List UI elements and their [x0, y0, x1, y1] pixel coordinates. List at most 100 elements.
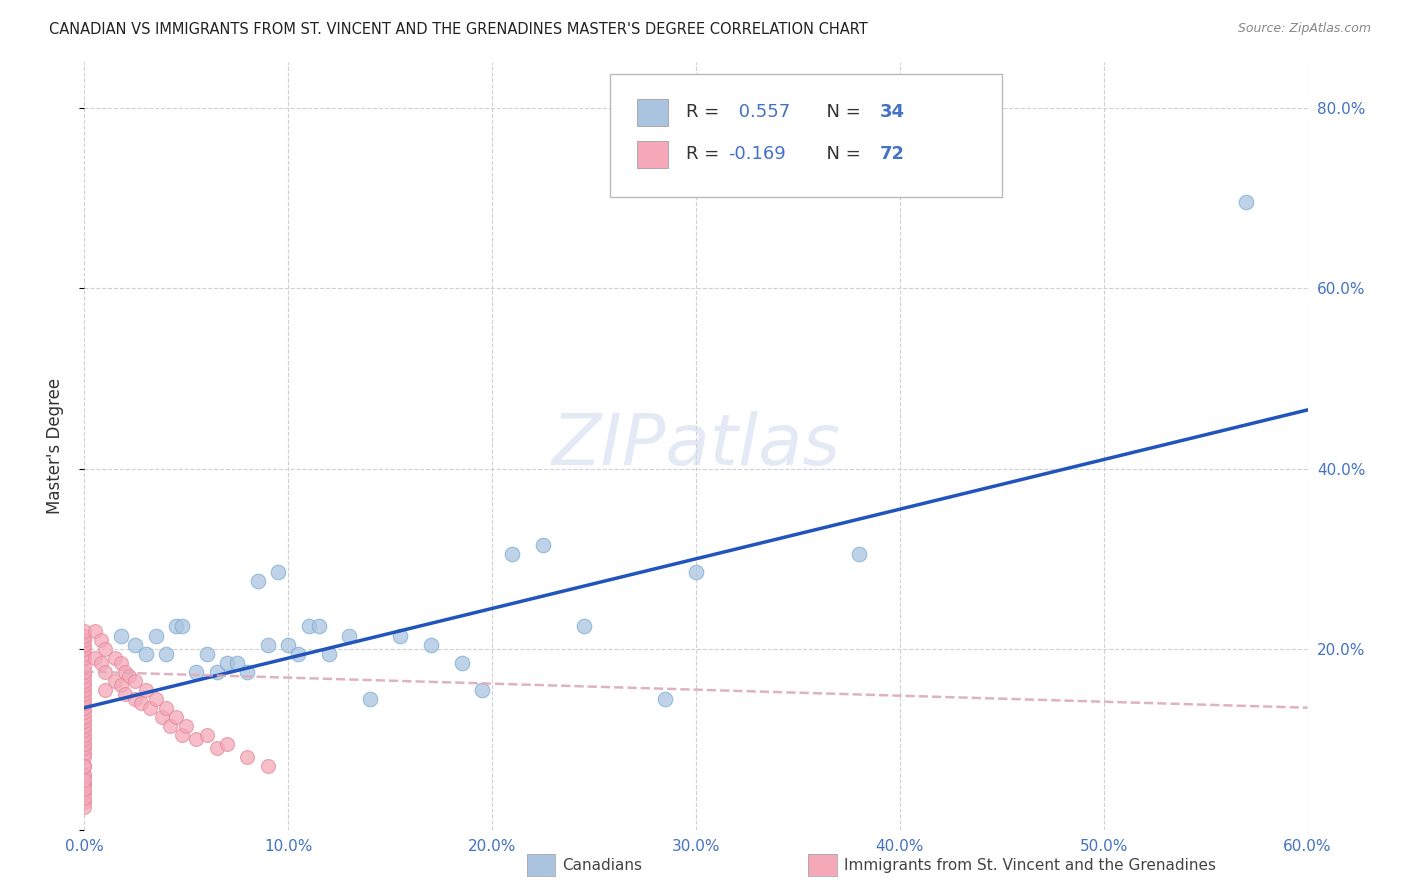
Point [73, 633, 96, 648]
Point [93, 642, 115, 657]
Point [104, 673, 127, 688]
Text: Immigrants from St. Vincent and the Grenadines: Immigrants from St. Vincent and the Gren… [844, 858, 1216, 872]
FancyBboxPatch shape [610, 74, 1002, 197]
Point [73, 642, 96, 657]
Point [90, 633, 112, 648]
Point [73, 647, 96, 661]
Point [73, 665, 96, 679]
Point [93, 682, 115, 697]
Point [73, 651, 96, 665]
Point [217, 656, 239, 670]
Text: N =: N = [814, 145, 866, 163]
Point [172, 619, 194, 633]
Point [73, 687, 96, 701]
Point [298, 619, 321, 633]
Point [145, 628, 167, 642]
Point [124, 691, 146, 706]
Point [73, 737, 96, 751]
Point [93, 665, 115, 679]
Point [685, 566, 707, 580]
Point [174, 719, 197, 733]
Bar [637, 141, 668, 168]
Point [73, 750, 96, 764]
Point [217, 737, 239, 751]
Point [73, 678, 96, 692]
Text: N =: N = [814, 103, 866, 121]
Point [73, 714, 96, 729]
Point [654, 691, 676, 706]
Point [572, 619, 595, 633]
Y-axis label: Master's Degree: Master's Degree [45, 378, 63, 514]
Point [155, 700, 177, 714]
Point [186, 665, 208, 679]
Point [73, 787, 96, 801]
Point [195, 647, 218, 661]
Point [236, 665, 259, 679]
Point [90, 656, 112, 670]
Point [226, 656, 249, 670]
Point [73, 696, 96, 710]
Point [83, 651, 105, 665]
Point [195, 728, 218, 742]
Point [73, 728, 96, 742]
Point [73, 746, 96, 760]
Point [236, 750, 259, 764]
Point [450, 656, 472, 670]
Point [502, 547, 524, 561]
Text: R =: R = [686, 103, 725, 121]
Point [73, 669, 96, 683]
Point [73, 624, 96, 638]
Point [420, 638, 443, 652]
Point [114, 665, 136, 679]
Point [73, 723, 96, 738]
Point [531, 538, 554, 552]
Point [114, 687, 136, 701]
Point [104, 651, 127, 665]
Point [277, 638, 299, 652]
Point [73, 796, 96, 810]
Point [73, 772, 96, 787]
Text: Source: ZipAtlas.com: Source: ZipAtlas.com [1237, 22, 1371, 36]
Text: Canadians: Canadians [562, 858, 643, 872]
Point [246, 574, 269, 589]
Point [73, 628, 96, 642]
Point [73, 700, 96, 714]
Point [205, 741, 228, 756]
Point [471, 682, 494, 697]
Text: CANADIAN VS IMMIGRANTS FROM ST. VINCENT AND THE GRENADINES MASTER'S DEGREE CORRE: CANADIAN VS IMMIGRANTS FROM ST. VINCENT … [49, 22, 868, 37]
Point [159, 719, 181, 733]
Point [257, 759, 280, 773]
Text: ZIPatlas: ZIPatlas [551, 411, 841, 481]
Point [73, 768, 96, 782]
Text: R =: R = [686, 145, 725, 163]
Text: 0.557: 0.557 [733, 103, 790, 121]
Point [205, 665, 228, 679]
Point [389, 628, 412, 642]
Point [73, 759, 96, 773]
Point [848, 547, 870, 561]
Text: 34: 34 [880, 103, 904, 121]
Point [287, 647, 309, 661]
Point [73, 781, 96, 796]
Point [73, 705, 96, 719]
Point [118, 669, 141, 683]
Point [124, 638, 146, 652]
Point [186, 732, 208, 747]
Point [165, 710, 187, 724]
Point [73, 741, 96, 756]
Point [172, 728, 194, 742]
Point [73, 682, 96, 697]
Point [110, 628, 132, 642]
Point [73, 673, 96, 688]
Point [339, 628, 361, 642]
Point [124, 673, 146, 688]
Point [150, 710, 173, 724]
Point [73, 791, 96, 805]
Point [110, 678, 132, 692]
Point [165, 619, 187, 633]
Point [135, 647, 157, 661]
Point [73, 777, 96, 791]
Point [145, 691, 167, 706]
Bar [637, 99, 668, 126]
Point [267, 566, 290, 580]
